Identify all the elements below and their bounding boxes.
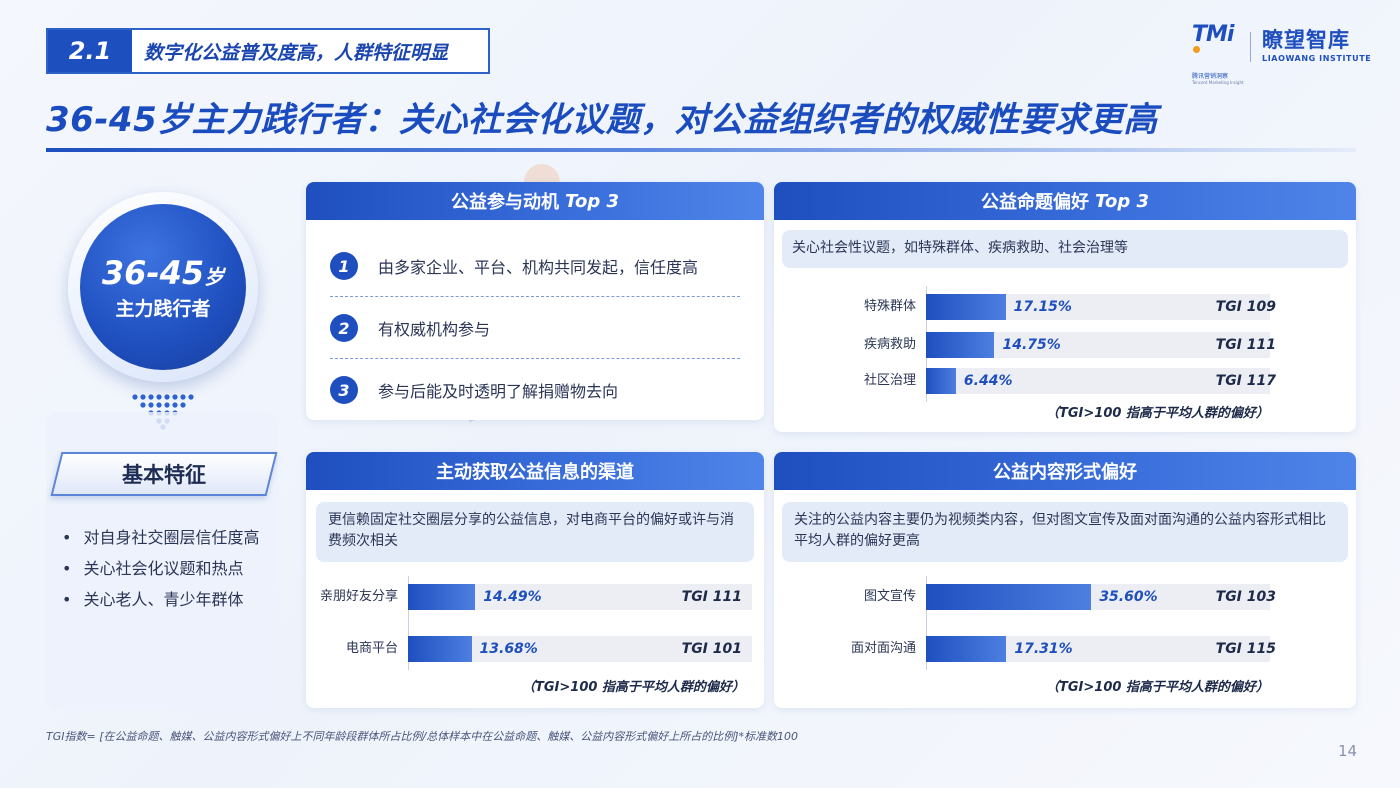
motivation-item: 3 参与后能及时透明了解捐赠物去向 — [330, 370, 618, 410]
motivation-text: 有权威机构参与 — [378, 320, 491, 339]
bar-tgi-label: TGI 103 — [1215, 589, 1276, 605]
motivation-card: 公益参与动机 Top 3 1 由多家企业、平台、机构共同发起，信任度高 2 有权… — [306, 182, 764, 420]
bar-track — [926, 368, 1270, 394]
motivation-title-en: Top 3 — [565, 190, 619, 212]
bar-tgi-label: TGI 111 — [1215, 337, 1276, 353]
bar-value-label: 6.44% — [963, 373, 1013, 389]
topic-title-en: Top 3 — [1095, 190, 1149, 212]
channel-description: 更信赖固定社交圈层分享的公益信息，对电商平台的偏好或许与消费频次相关 — [316, 502, 754, 562]
bar — [926, 636, 1007, 662]
features-list: 对自身社交圈层信任度高 关心社会化议题和热点 关心老人、青少年群体 — [62, 524, 259, 617]
persona-badge: 36-45岁 主力践行者 — [80, 204, 246, 370]
divider — [330, 358, 740, 359]
format-note: （TGI>100 指高于平均人群的偏好） — [1046, 680, 1269, 695]
bar-category-label: 疾病救助 — [863, 337, 916, 352]
motivation-text: 由多家企业、平台、机构共同发起，信任度高 — [378, 258, 699, 277]
topic-title: 公益命题偏好 — [981, 192, 1089, 213]
persona-age: 36-45 — [101, 253, 205, 292]
motivation-text: 参与后能及时透明了解捐赠物去向 — [378, 382, 619, 401]
bar-value-label: 13.68% — [479, 641, 538, 657]
bar — [408, 584, 476, 610]
bar — [926, 584, 1092, 610]
bar — [926, 368, 956, 394]
motivation-number: 1 — [330, 252, 358, 280]
tmi-logo-mark: TMi — [1192, 22, 1234, 47]
bar-track — [926, 636, 1270, 662]
channel-card-header: 主动获取公益信息的渠道 — [306, 452, 764, 490]
format-card: 公益内容形式偏好 关注的公益内容主要仍为视频类内容，但对图文宣传及面对面沟通的公… — [774, 452, 1356, 708]
section-title: 数字化公益普及度高，人群特征明显 — [144, 42, 449, 64]
features-title: 基本特征 — [122, 463, 206, 487]
logo-divider — [1250, 32, 1251, 62]
page-title: 36-45岁主力践行者：关心社会化议题，对公益组织者的权威性要求更高 — [46, 100, 1158, 140]
bar-category-label: 社区治理 — [863, 373, 916, 388]
topic-chart: 特殊群体 17.15% TGI 109 疾病救助 14.75% TGI 111 社区治理 6.… — [774, 182, 1356, 432]
bar-tgi-label: TGI 117 — [1215, 373, 1276, 389]
tmi-logo: TMi 腾讯营销洞察 Tencent Marketing Insight — [1192, 22, 1244, 86]
bar-track — [926, 584, 1270, 610]
section-tag: 2.1 数字化公益普及度高，人群特征明显 — [46, 28, 490, 74]
page-number: 14 — [1338, 742, 1358, 760]
motivation-item: 2 有权威机构参与 — [330, 308, 490, 348]
bar — [408, 636, 472, 662]
format-description: 关注的公益内容主要仍为视频类内容，但对图文宣传及面对面沟通的公益内容形式相比平均… — [782, 502, 1348, 562]
motivation-item: 1 由多家企业、平台、机构共同发起，信任度高 — [330, 246, 698, 286]
bar-value-label: 17.15% — [1013, 299, 1072, 315]
liaowang-logo-en: LIAOWANG INSTITUTE — [1262, 54, 1372, 63]
divider — [330, 296, 740, 297]
bar-value-label: 14.75% — [1002, 337, 1061, 353]
footnote: TGI指数= [在公益命题、触媒、公益内容形式偏好上不同年龄段群体所占比例/总体… — [46, 730, 798, 743]
topic-note: （TGI>100 指高于平均人群的偏好） — [1046, 406, 1269, 421]
bar-track — [408, 636, 752, 662]
bar-tgi-label: TGI 101 — [681, 641, 742, 657]
motivation-card-header: 公益参与动机 Top 3 — [306, 182, 764, 220]
motivation-number: 3 — [330, 376, 358, 404]
liaowang-logo: 瞭望智库 LIAOWANG INSTITUTE — [1262, 28, 1371, 63]
bar-track — [926, 294, 1270, 320]
channel-card: 主动获取公益信息的渠道 更信赖固定社交圈层分享的公益信息，对电商平台的偏好或许与… — [306, 452, 764, 708]
bar-track — [408, 584, 752, 610]
format-card-header: 公益内容形式偏好 — [774, 452, 1356, 490]
tmi-logo-sub-en: Tencent Marketing Insight — [1192, 80, 1244, 85]
format-chart: 图文宣传 35.60% TGI 103 面对面沟通 17.31% TGI 115 — [774, 452, 1356, 708]
topic-description: 关心社会性议题，如特殊群体、疾病救助、社会治理等 — [782, 230, 1348, 268]
channel-title: 主动获取公益信息的渠道 — [436, 462, 634, 483]
tmi-logo-sub-cn: 腾讯营销洞察 — [1192, 73, 1229, 80]
liaowang-logo-cn: 瞭望智库 — [1262, 28, 1350, 52]
bar-tgi-label: TGI 115 — [1215, 641, 1276, 657]
feature-item: 对自身社交圈层信任度高 — [62, 524, 259, 555]
bar-category-label: 特殊群体 — [863, 299, 916, 314]
bar-value-label: 14.49% — [483, 589, 542, 605]
motivation-number: 2 — [330, 314, 358, 342]
persona-role: 主力践行者 — [115, 297, 211, 320]
chart-axis — [408, 576, 409, 670]
bar-category-label: 亲朋好友分享 — [319, 589, 398, 604]
motivation-title: 公益参与动机 — [451, 192, 559, 213]
title-underline — [46, 148, 1356, 152]
channel-note: （TGI>100 指高于平均人群的偏好） — [522, 680, 745, 695]
topic-card-header: 公益命题偏好 Top 3 — [774, 182, 1356, 220]
bar-track — [926, 332, 1270, 358]
feature-item: 关心老人、青少年群体 — [62, 586, 259, 617]
bar — [926, 332, 995, 358]
persona-age-unit: 岁 — [204, 264, 225, 289]
bar-category-label: 图文宣传 — [863, 589, 916, 604]
bar-category-label: 电商平台 — [345, 641, 398, 656]
channel-chart: 亲朋好友分享 14.49% TGI 111 电商平台 13.68% TGI 101 — [306, 452, 764, 708]
bar-tgi-label: TGI 111 — [681, 589, 742, 605]
feature-item: 关心社会化议题和热点 — [62, 555, 259, 586]
topic-card: 公益命题偏好 Top 3 关心社会性议题，如特殊群体、疾病救助、社会治理等 特殊… — [774, 182, 1356, 432]
format-title: 公益内容形式偏好 — [993, 462, 1137, 483]
bar-tgi-label: TGI 109 — [1215, 299, 1276, 315]
bar-value-label: 35.60% — [1099, 589, 1158, 605]
bar — [926, 294, 1006, 320]
bar-value-label: 17.31% — [1014, 641, 1073, 657]
section-number: 2.1 — [48, 30, 132, 72]
chart-axis — [926, 576, 927, 670]
bar-category-label: 面对面沟通 — [850, 641, 916, 656]
